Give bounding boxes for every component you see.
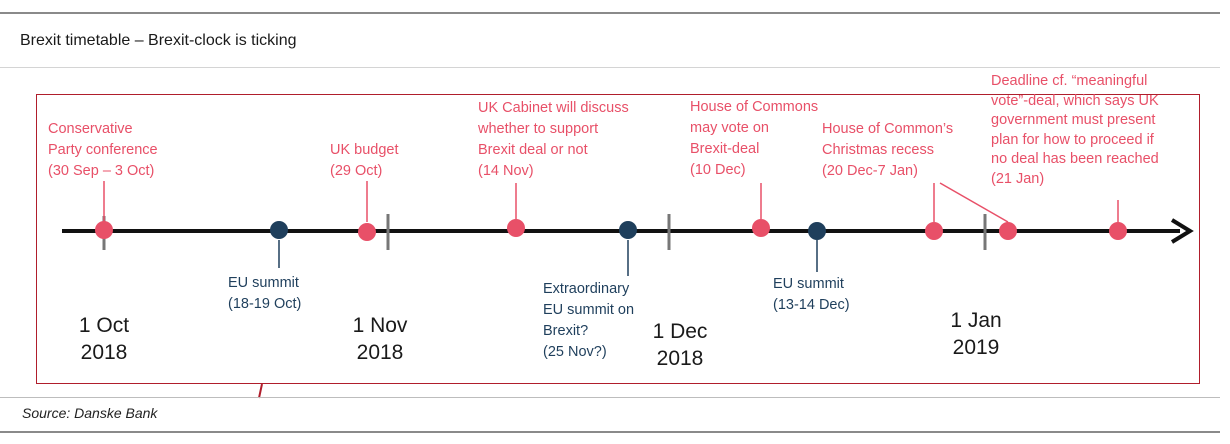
event-text-line: (13-14 Dec): [773, 297, 850, 313]
month-label-jan-2019: 1 Jan 2019: [916, 307, 1036, 361]
event-text-line: (21 Jan): [991, 170, 1045, 187]
event-text-line: vote”-deal, which says UK: [991, 92, 1159, 109]
event-text-line: Deadline cf. “meaningful: [991, 73, 1148, 89]
month-label-nov-2018: 1 Nov 2018: [320, 312, 440, 366]
event-text-line: Extraordinary: [543, 281, 630, 297]
event-text-line: (29 Oct): [330, 163, 383, 179]
event-text-line: Brexit-deal: [690, 141, 760, 157]
month-label-line: 2018: [356, 341, 404, 364]
month-label-oct-2018: 1 Oct 2018: [44, 312, 164, 366]
month-label-line: 2018: [80, 341, 128, 364]
month-label-line: 1 Nov: [352, 314, 408, 337]
event-text-line: plan for how to proceed if: [991, 131, 1154, 148]
event-dot-eu-summit-dec: [808, 222, 826, 240]
timeline-arrowhead: [1170, 218, 1194, 244]
header-bar: Brexit timetable – Brexit-clock is ticki…: [0, 15, 1220, 68]
event-commons-vote: House of Commons may vote on Brexit-deal…: [690, 97, 818, 181]
month-label-line: 2018: [656, 347, 704, 370]
event-text-line: whether to support: [478, 121, 599, 137]
event-text-line: (25 Nov?): [543, 344, 607, 360]
event-conservative-conference: Conservative Party conference (30 Sep – …: [48, 119, 158, 182]
month-label-line: 1 Dec: [652, 320, 708, 343]
bottom-rule: [0, 431, 1220, 433]
event-dot-deadline-a: [999, 222, 1017, 240]
event-christmas-recess: House of Common’s Christmas recess (20 D…: [822, 119, 953, 182]
month-label-dec-2018: 1 Dec 2018: [620, 318, 740, 372]
event-text-line: Conservative: [48, 121, 133, 137]
event-dot-commons-vote: [752, 219, 770, 237]
event-text-line: Christmas recess: [822, 142, 934, 158]
event-uk-budget: UK budget (29 Oct): [330, 140, 399, 182]
event-text-line: may vote on: [690, 120, 769, 136]
event-text-line: (10 Dec): [690, 162, 746, 178]
connector-deadline: [939, 182, 1009, 223]
event-meaningful-vote-deadline: Deadline cf. “meaningful vote”-deal, whi…: [991, 72, 1159, 189]
event-text-line: Brexit deal or not: [478, 142, 588, 158]
event-text-line: UK budget: [330, 142, 399, 158]
event-extraordinary-eu-summit: Extraordinary EU summit on Brexit? (25 N…: [543, 279, 634, 363]
page-title: Brexit timetable – Brexit-clock is ticki…: [20, 32, 297, 49]
event-dot-cabinet: [507, 219, 525, 237]
event-text-line: Party conference: [48, 142, 158, 158]
event-dot-deadline-b: [1109, 222, 1127, 240]
event-text-line: (30 Sep – 3 Oct): [48, 163, 155, 179]
event-dot-conservative: [95, 221, 113, 239]
event-text-line: Brexit?: [543, 323, 589, 339]
frame-tail-mark: [258, 383, 263, 399]
event-dot-christmas-recess: [925, 222, 943, 240]
event-dot-uk-budget: [358, 223, 376, 241]
source-note: Source: Danske Bank: [22, 405, 158, 421]
event-text-line: House of Common’s: [822, 121, 954, 137]
event-text-line: (14 Nov): [478, 163, 534, 179]
month-label-line: 1 Jan: [950, 309, 1002, 332]
event-text-line: government must present: [991, 112, 1156, 128]
month-label-line: 2019: [952, 336, 1000, 359]
event-text-line: House of Commons: [690, 99, 819, 115]
event-eu-summit-dec: EU summit (13-14 Dec): [773, 274, 850, 316]
event-uk-cabinet: UK Cabinet will discuss whether to suppo…: [478, 98, 629, 182]
top-rule: [0, 12, 1220, 14]
month-label-line: 1 Oct: [78, 314, 130, 337]
timeline-frame: [36, 94, 1200, 384]
event-text-line: no deal has been reached: [991, 151, 1159, 167]
source-top-rule: [0, 397, 1220, 398]
event-text-line: EU summit: [228, 275, 299, 291]
event-text-line: EU summit on: [543, 302, 635, 318]
event-dot-extraordinary: [619, 221, 637, 239]
event-text-line: (20 Dec-7 Jan): [822, 163, 918, 179]
event-text-line: UK Cabinet will discuss: [478, 100, 629, 116]
event-dot-eu-summit-oct: [270, 221, 288, 239]
event-text-line: (18-19 Oct): [228, 296, 302, 312]
event-text-line: EU summit: [773, 276, 844, 292]
event-eu-summit-oct: EU summit (18-19 Oct): [228, 273, 301, 315]
